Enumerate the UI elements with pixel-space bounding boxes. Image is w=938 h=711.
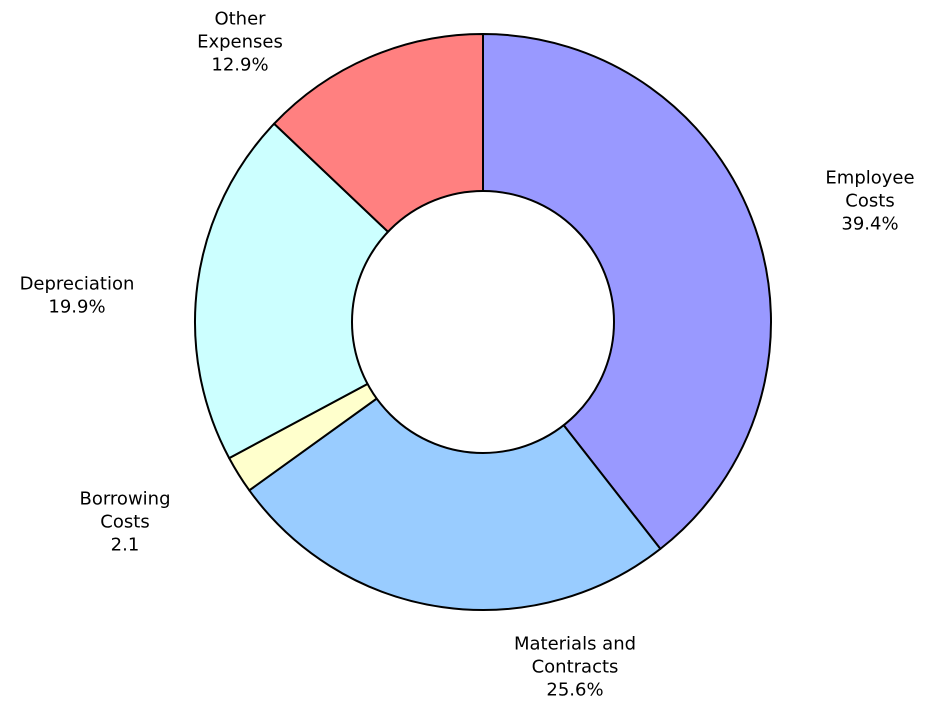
label-line: Contracts: [532, 656, 619, 677]
slice-depreciation: [194, 122, 484, 460]
donut-slices: [194, 33, 772, 611]
label-line: Expenses: [197, 31, 283, 52]
label-line: 2.1: [111, 534, 140, 555]
label-line: 19.9%: [48, 296, 105, 317]
label-line: Borrowing: [79, 488, 170, 509]
slice-employee-costs: [482, 33, 772, 550]
label-depreciation: Depreciation 19.9%: [20, 273, 135, 317]
label-line: Costs: [100, 511, 149, 532]
label-line: Materials and: [514, 633, 636, 654]
slice-materials-and-contracts: [248, 321, 662, 611]
label-line: Employee: [825, 167, 914, 188]
label-other-expenses: Other Expenses 12.9%: [197, 8, 283, 75]
slice-labels: Employee Costs 39.4%Materials and Contracts…: [20, 8, 915, 700]
label-line: Depreciation: [20, 273, 135, 294]
label-line: 39.4%: [841, 213, 898, 234]
label-line: 25.6%: [546, 679, 603, 700]
label-line: Costs: [845, 190, 894, 211]
label-employee-costs: Employee Costs 39.4%: [825, 167, 914, 234]
label-materials-and-contracts: Materials and Contracts 25.6%: [514, 633, 636, 700]
label-line: Other: [214, 8, 266, 29]
label-line: 12.9%: [211, 54, 268, 75]
donut-hole: [351, 190, 615, 454]
label-borrowing-costs: Borrowing Costs 2.1: [79, 488, 170, 555]
